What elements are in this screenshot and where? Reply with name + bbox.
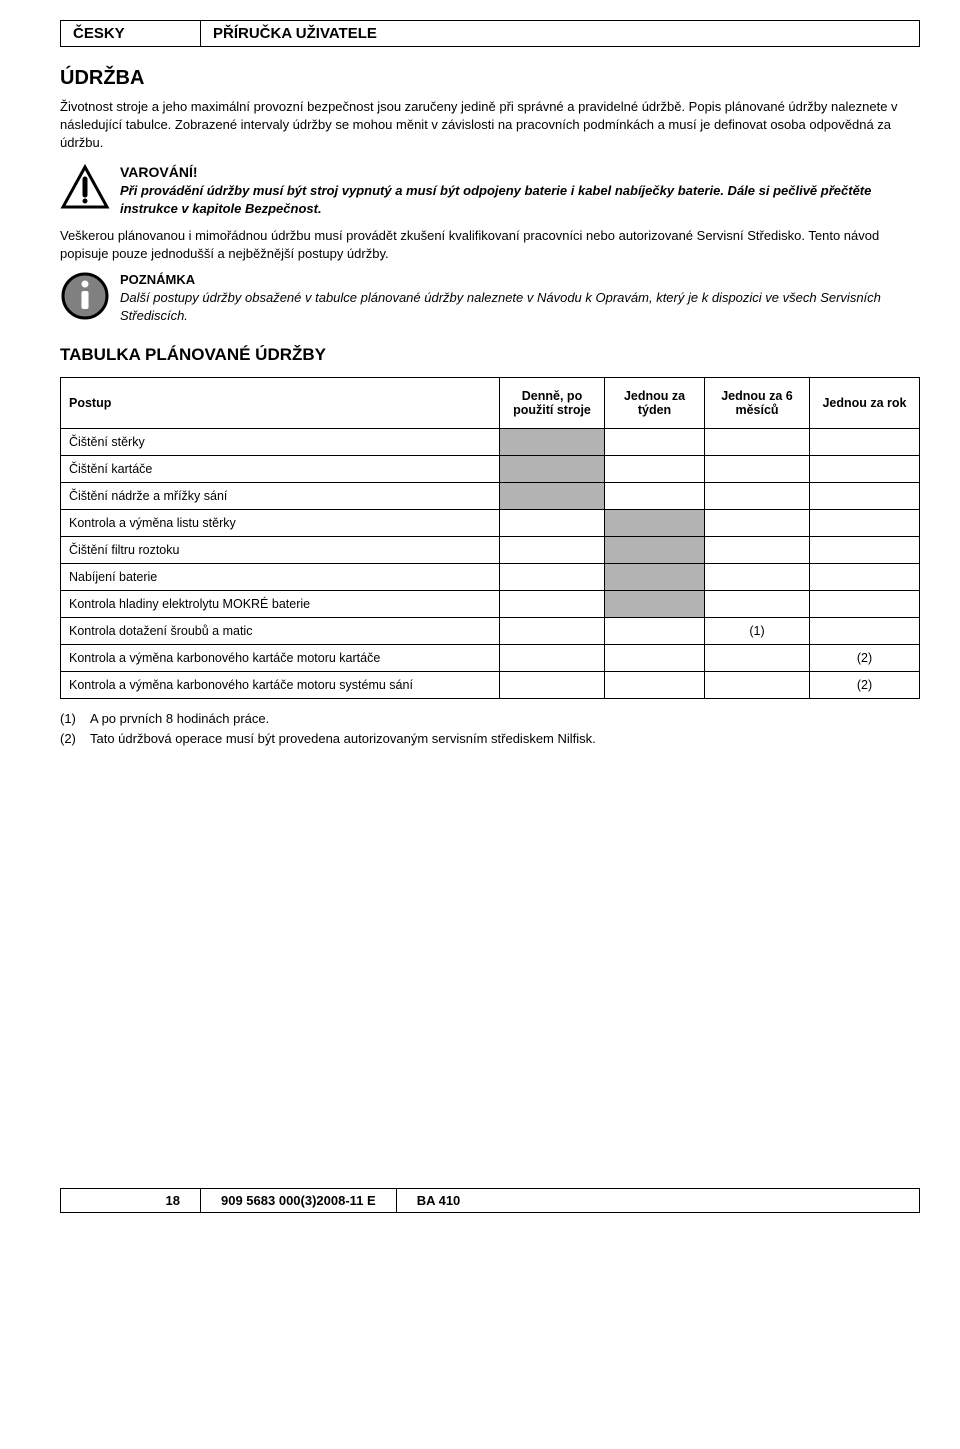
footnotes: (1) A po prvních 8 hodinách práce. (2) T… — [60, 709, 920, 748]
cell-daily — [500, 645, 605, 672]
table-row: Čištění filtru roztoku — [61, 537, 920, 564]
cell-yearly — [810, 564, 920, 591]
cell-sixmo — [705, 645, 810, 672]
cell-sixmo — [705, 429, 810, 456]
cell-sixmo: (1) — [705, 618, 810, 645]
cell-sixmo — [705, 456, 810, 483]
table-heading: TABULKA PLÁNOVANÉ ÚDRŽBY — [60, 345, 920, 365]
page-header: ČESKY PŘÍRUČKA UŽIVATELE — [60, 20, 920, 47]
table-header-row: Postup Denně, po použití stroje Jednou z… — [61, 378, 920, 429]
cell-weekly — [605, 456, 705, 483]
footer-docnum: 909 5683 000(3)2008-11 E — [201, 1189, 397, 1212]
cell-procedure: Čištění stěrky — [61, 429, 500, 456]
maintenance-table: Postup Denně, po použití stroje Jednou z… — [60, 377, 920, 699]
cell-procedure: Kontrola a výměna karbonového kartáče mo… — [61, 672, 500, 699]
cell-yearly: (2) — [810, 645, 920, 672]
cell-weekly — [605, 672, 705, 699]
warning-title: VAROVÁNÍ! — [120, 163, 920, 183]
cell-weekly — [605, 618, 705, 645]
cell-weekly — [605, 429, 705, 456]
note-callout: POZNÁMKA Další postupy údržby obsažené v… — [60, 271, 920, 326]
cell-weekly — [605, 645, 705, 672]
table-row: Kontrola a výměna listu stěrky — [61, 510, 920, 537]
header-doctype: PŘÍRUČKA UŽIVATELE — [201, 21, 919, 46]
footer-model: BA 410 — [397, 1189, 481, 1212]
cell-weekly — [605, 510, 705, 537]
cell-sixmo — [705, 483, 810, 510]
page-footer: 18 909 5683 000(3)2008-11 E BA 410 — [60, 1188, 920, 1213]
cell-daily — [500, 618, 605, 645]
intro-paragraph: Životnost stroje a jeho maximální provoz… — [60, 98, 920, 153]
table-row: Čištění kartáče — [61, 456, 920, 483]
note-content: POZNÁMKA Další postupy údržby obsažené v… — [120, 271, 920, 326]
table-row: Nabíjení baterie — [61, 564, 920, 591]
cell-procedure: Kontrola dotažení šroubů a matic — [61, 618, 500, 645]
header-lang: ČESKY — [61, 21, 201, 46]
cell-yearly — [810, 510, 920, 537]
th-weekly: Jednou za týden — [605, 378, 705, 429]
cell-procedure: Kontrola a výměna listu stěrky — [61, 510, 500, 537]
cell-procedure: Kontrola hladiny elektrolytu MOKRÉ bater… — [61, 591, 500, 618]
cell-sixmo — [705, 510, 810, 537]
th-procedure: Postup — [61, 378, 500, 429]
table-row: Kontrola hladiny elektrolytu MOKRÉ bater… — [61, 591, 920, 618]
warning-content: VAROVÁNÍ! Při provádění údržby musí být … — [120, 163, 920, 219]
cell-yearly — [810, 456, 920, 483]
cell-procedure: Čištění nádrže a mřížky sání — [61, 483, 500, 510]
th-daily: Denně, po použití stroje — [500, 378, 605, 429]
cell-sixmo — [705, 564, 810, 591]
footnote-2: (2) Tato údržbová operace musí být prove… — [60, 729, 920, 749]
cell-procedure: Kontrola a výměna karbonového kartáče mo… — [61, 645, 500, 672]
footnote-text: Tato údržbová operace musí být provedena… — [90, 729, 596, 749]
cell-weekly — [605, 591, 705, 618]
cell-daily — [500, 672, 605, 699]
cell-weekly — [605, 537, 705, 564]
cell-sixmo — [705, 591, 810, 618]
cell-yearly: (2) — [810, 672, 920, 699]
table-row: Kontrola a výměna karbonového kartáče mo… — [61, 672, 920, 699]
table-row: Kontrola a výměna karbonového kartáče mo… — [61, 645, 920, 672]
table-row: Čištění stěrky — [61, 429, 920, 456]
cell-sixmo — [705, 672, 810, 699]
cell-daily — [500, 510, 605, 537]
cell-weekly — [605, 564, 705, 591]
section-title: ÚDRŽBA — [60, 67, 920, 90]
table-row: Čištění nádrže a mřížky sání — [61, 483, 920, 510]
cell-yearly — [810, 483, 920, 510]
note-body: Další postupy údržby obsažené v tabulce … — [120, 289, 920, 325]
cell-daily — [500, 591, 605, 618]
cell-daily — [500, 483, 605, 510]
th-yearly: Jednou za rok — [810, 378, 920, 429]
cell-daily — [500, 456, 605, 483]
cell-procedure: Nabíjení baterie — [61, 564, 500, 591]
warning-icon — [60, 163, 110, 216]
footnote-num: (1) — [60, 709, 90, 729]
cell-daily — [500, 429, 605, 456]
warning-callout: VAROVÁNÍ! Při provádění údržby musí být … — [60, 163, 920, 219]
footnote-text: A po prvních 8 hodinách práce. — [90, 709, 269, 729]
warning-body: Při provádění údržby musí být stroj vypn… — [120, 182, 920, 218]
footer-page: 18 — [61, 1189, 201, 1212]
cell-daily — [500, 564, 605, 591]
info-icon — [60, 271, 110, 324]
footnote-1: (1) A po prvních 8 hodinách práce. — [60, 709, 920, 729]
table-row: Kontrola dotažení šroubů a matic (1) — [61, 618, 920, 645]
cell-yearly — [810, 591, 920, 618]
note-title: POZNÁMKA — [120, 271, 920, 289]
cell-weekly — [605, 483, 705, 510]
cell-procedure: Čištění filtru roztoku — [61, 537, 500, 564]
cell-sixmo — [705, 537, 810, 564]
footnote-num: (2) — [60, 729, 90, 749]
cell-yearly — [810, 618, 920, 645]
cell-yearly — [810, 429, 920, 456]
cell-daily — [500, 537, 605, 564]
cell-procedure: Čištění kartáče — [61, 456, 500, 483]
th-sixmonth: Jednou za 6 měsíců — [705, 378, 810, 429]
paragraph-1: Veškerou plánovanou i mimořádnou údržbu … — [60, 227, 920, 263]
cell-yearly — [810, 537, 920, 564]
